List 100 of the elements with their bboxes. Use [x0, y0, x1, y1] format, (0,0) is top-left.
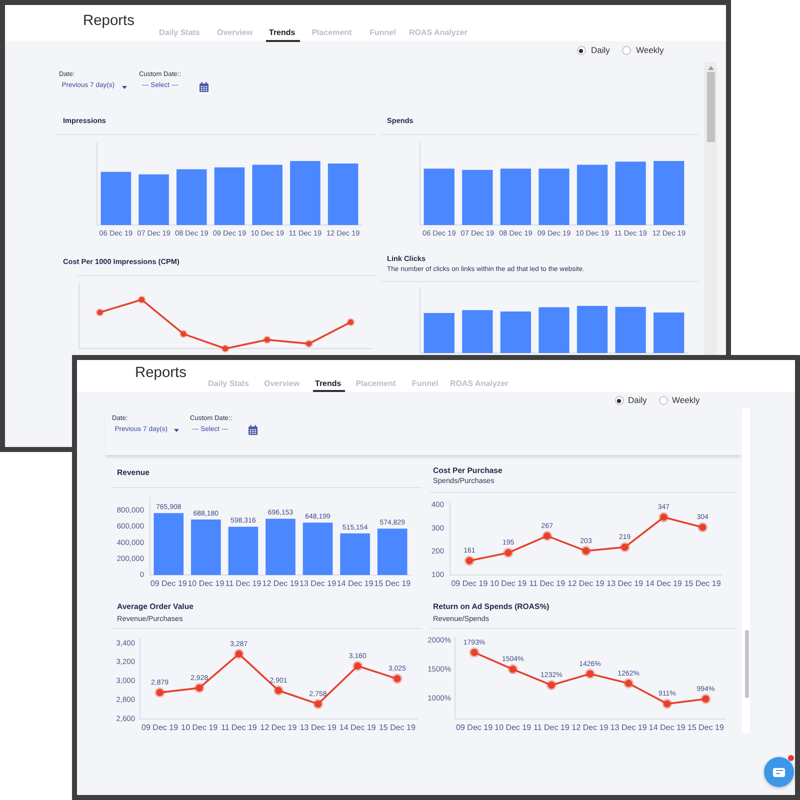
bar: [538, 168, 570, 225]
bar: [424, 312, 454, 353]
point: [180, 330, 188, 338]
x-tick-label: 11 Dec 19: [225, 579, 262, 588]
bar: [538, 307, 570, 353]
point: [194, 682, 204, 694]
text: Weekly: [672, 395, 700, 406]
point: [697, 522, 708, 532]
point: [542, 530, 552, 542]
point: [304, 340, 313, 348]
x-tick-label: 15 Dec 19: [687, 723, 724, 732]
point: [700, 694, 711, 704]
bar: [615, 306, 646, 353]
bar: [462, 170, 493, 225]
x-tick-label: 11 Dec 19: [533, 723, 570, 732]
point: [352, 660, 363, 672]
point: [503, 548, 514, 558]
point: [346, 318, 355, 326]
x-tick-label: 10 Dec 19: [490, 579, 528, 588]
bar: [654, 160, 684, 225]
bar: [328, 164, 358, 225]
bar: [176, 169, 207, 225]
bar: [138, 174, 169, 225]
x-tick-label: 09 Dec 19: [142, 723, 179, 732]
point: [234, 648, 244, 660]
x-tick-label: 10 Dec 19: [181, 723, 218, 732]
point: [96, 308, 104, 316]
point: [469, 647, 480, 658]
x-tick-label: 10 Dec 19: [494, 723, 532, 732]
x-tick-label: 15 Dec 19: [374, 579, 412, 588]
x-tick-label: 15 Dec 19: [378, 723, 416, 732]
text: Daily Stats: [208, 378, 249, 388]
bar: [290, 160, 320, 225]
point: [620, 542, 630, 552]
bar: [615, 162, 646, 225]
point: [392, 674, 402, 684]
text: Weekly: [636, 45, 664, 56]
point: [662, 698, 672, 709]
point: [658, 512, 669, 522]
bar: [340, 533, 370, 575]
bar: [500, 168, 532, 225]
x-tick-label: 14 Dec 19: [645, 579, 682, 588]
x-tick-label: 13 Dec 19: [606, 579, 644, 588]
point: [508, 664, 518, 674]
text: ROAS Analyzer: [450, 378, 508, 388]
text: Reports: [135, 364, 186, 382]
point: [221, 344, 230, 353]
point: [580, 546, 592, 556]
point: [584, 668, 596, 679]
x-tick-label: 12 Dec 19: [262, 579, 300, 588]
point: [464, 556, 475, 566]
text: Funnel: [370, 28, 396, 38]
text: Overview: [264, 378, 300, 388]
bar: [191, 519, 221, 575]
x-tick-label: 12 Dec 19: [260, 723, 298, 732]
x-tick-label: 13 Dec 19: [300, 723, 337, 732]
x-tick-label: 12 Dec 19: [572, 723, 609, 732]
point: [623, 678, 634, 688]
x-tick-label: 14 Dec 19: [336, 579, 374, 588]
bar: [654, 312, 684, 353]
bar: [266, 518, 296, 575]
x-tick-label: 11 Dec 19: [529, 579, 566, 588]
x-tick-label: 13 Dec 19: [610, 723, 648, 732]
x-tick-label: 09 Dec 19: [451, 579, 488, 588]
bar: [576, 306, 608, 353]
bar: [576, 164, 608, 225]
point: [154, 687, 165, 698]
point: [273, 685, 284, 696]
text: Placement: [312, 28, 352, 38]
text: Daily Stats: [159, 28, 200, 38]
point: [546, 680, 557, 690]
x-tick-label: 15 Dec 19: [684, 579, 722, 588]
text: Trends: [269, 28, 296, 38]
x-tick-label: 11 Dec 19: [220, 723, 258, 732]
bar: [302, 522, 333, 575]
text: Funnel: [412, 378, 438, 388]
bar: [462, 310, 493, 353]
text: Placement: [356, 378, 396, 388]
x-tick-label: 09 Dec 19: [150, 579, 188, 588]
point: [312, 698, 324, 710]
x-tick-label: 14 Dec 19: [648, 723, 686, 732]
text: Trends: [315, 378, 342, 388]
x-tick-label: 13 Dec 19: [300, 579, 337, 588]
x-tick-label: 09 Dec 19: [456, 723, 494, 732]
x-tick-label: 10 Dec 19: [188, 579, 225, 588]
bar: [424, 168, 454, 225]
text: ROAS Analyzer: [409, 28, 468, 38]
point: [263, 336, 272, 344]
bar: [154, 513, 184, 575]
text: Daily: [591, 45, 610, 56]
bar: [228, 526, 258, 575]
x-tick-label: 14 Dec 19: [339, 723, 376, 732]
bar: [214, 167, 245, 225]
bar: [100, 172, 132, 225]
text: Overview: [217, 28, 253, 38]
bar: [377, 528, 408, 575]
text: Reports: [83, 13, 134, 31]
point: [138, 296, 146, 304]
bar: [252, 164, 282, 225]
bar: [500, 312, 532, 353]
